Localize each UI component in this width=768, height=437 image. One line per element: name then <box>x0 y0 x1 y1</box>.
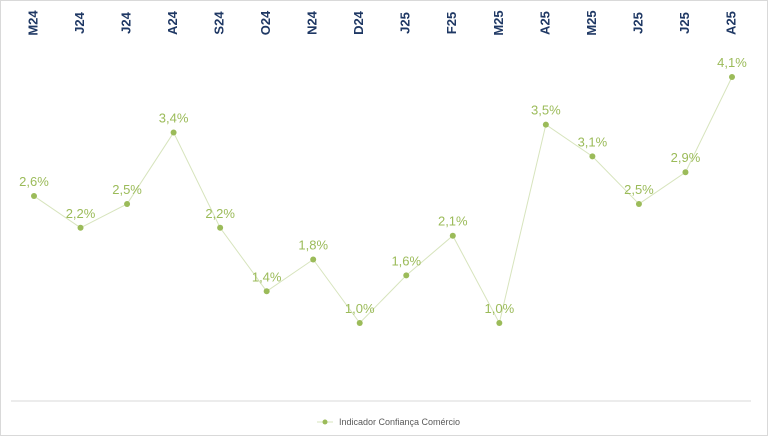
data-label: 3,5% <box>531 103 561 118</box>
x-tick-label: J25 <box>630 12 645 34</box>
x-tick-label: A24 <box>165 10 180 35</box>
data-point <box>403 272 410 279</box>
data-label: 1,6% <box>391 253 421 268</box>
x-tick-label: A25 <box>537 11 552 35</box>
data-label: 1,8% <box>298 238 328 253</box>
series-line-layer <box>33 76 733 325</box>
data-point <box>589 153 596 160</box>
data-label: 3,1% <box>578 134 608 149</box>
data-label: 2,2% <box>66 206 96 221</box>
data-label: 1,4% <box>252 269 282 284</box>
x-tick-label: J24 <box>119 11 134 33</box>
data-labels: 2,6% 2,2% 2,5% 3,4% 2,2% 1,4% 1,8% 1,0% 1,6% 2,1%… <box>19 55 747 316</box>
data-label: 2,9% <box>671 150 701 165</box>
legend-label: Indicador Confiança Comércio <box>339 417 460 427</box>
data-point <box>310 256 317 263</box>
data-label: 4,1% <box>717 55 747 70</box>
data-point <box>635 200 642 207</box>
x-axis-ticks: M24 J24 J24 A24 S24 O24 N24 D24 J25 F25 M25 A25 M25 J… <box>25 10 738 36</box>
series-line <box>33 76 733 325</box>
legend: Indicador Confiança Comércio <box>317 417 460 427</box>
data-point <box>217 224 224 231</box>
data-point <box>124 200 131 207</box>
data-point <box>263 288 270 295</box>
legend-marker <box>322 419 328 425</box>
data-point <box>31 193 37 200</box>
data-point <box>542 121 549 128</box>
data-label: 1,0% <box>345 301 375 316</box>
data-label: 2,5% <box>112 182 142 197</box>
x-tick-label: J24 <box>72 11 87 33</box>
x-tick-label: S24 <box>212 11 227 35</box>
data-point <box>729 74 735 80</box>
data-label: 2,5% <box>624 182 654 197</box>
x-tick-label: M25 <box>584 10 599 35</box>
x-tick-label: A25 <box>723 11 738 35</box>
x-tick-label: F25 <box>444 12 459 34</box>
x-tick-label: N24 <box>305 10 320 35</box>
data-label: 2,1% <box>438 214 468 229</box>
data-point <box>496 320 503 326</box>
x-tick-label: J25 <box>677 12 692 34</box>
data-label: 1,0% <box>485 301 515 316</box>
data-point <box>682 169 689 176</box>
data-point <box>356 320 363 326</box>
data-point <box>449 232 456 239</box>
x-tick-label: M24 <box>25 10 40 36</box>
data-label: 2,6% <box>19 174 49 189</box>
data-points <box>31 74 735 326</box>
x-tick-label: M25 <box>491 10 506 35</box>
data-label: 3,4% <box>159 111 189 126</box>
data-point <box>77 224 84 231</box>
data-point <box>170 129 177 136</box>
data-label: 2,2% <box>205 206 235 221</box>
x-tick-label: D24 <box>351 10 366 35</box>
x-tick-label: O24 <box>258 10 273 35</box>
x-tick-label: J25 <box>398 12 413 34</box>
